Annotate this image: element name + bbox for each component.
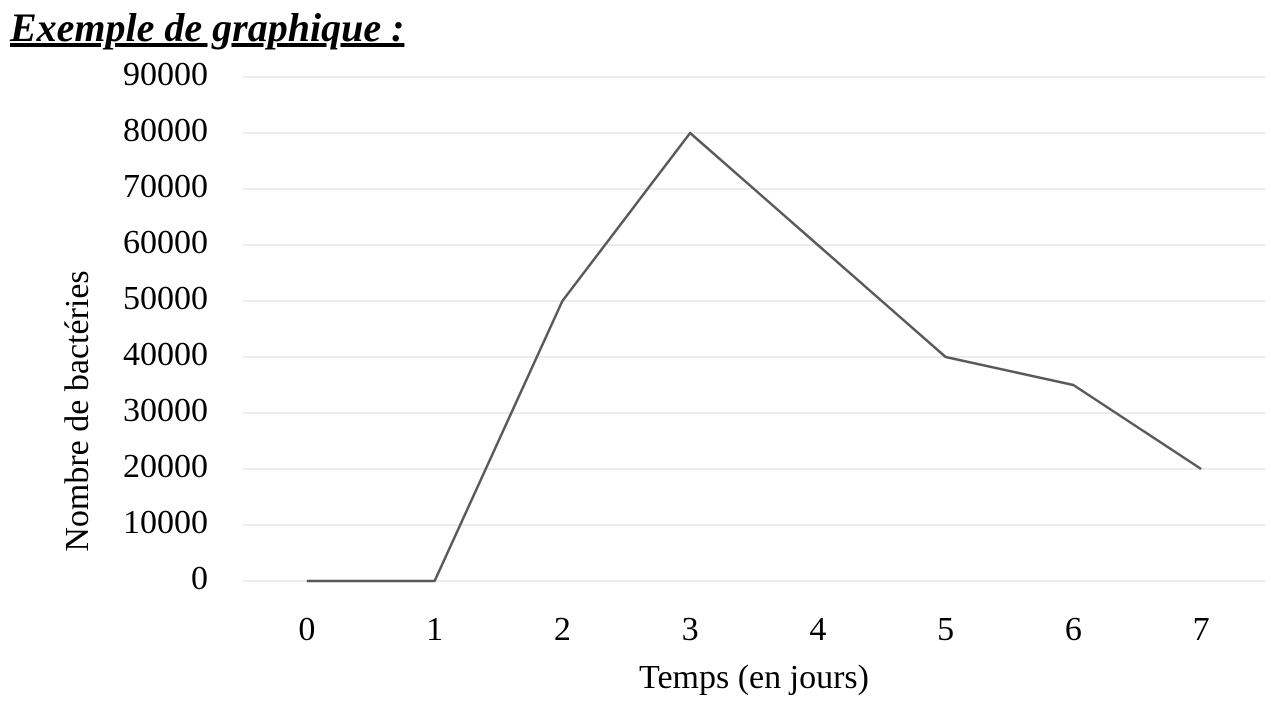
x-tick-label: 4 (809, 611, 826, 648)
y-tick-label: 60000 (123, 224, 208, 261)
y-axis-title: Nombre de bactéries (59, 270, 96, 551)
y-tick-label: 10000 (123, 504, 208, 541)
chart-title: Exemple de graphique : (10, 5, 405, 50)
x-tick-label: 6 (1065, 611, 1082, 648)
y-tick-label: 40000 (123, 336, 208, 373)
data-line (306, 131, 1202, 583)
x-tick-label: 5 (937, 611, 954, 648)
x-tick-label: 2 (554, 611, 571, 648)
x-axis-title: Temps (en jours) (639, 659, 869, 696)
y-tick-label: 30000 (123, 392, 208, 429)
x-tick-label: 1 (426, 611, 443, 648)
x-tick-label: 7 (1193, 611, 1210, 648)
x-tick-label: 3 (682, 611, 699, 648)
y-tick-label: 90000 (123, 56, 208, 93)
y-tick-label: 50000 (123, 280, 208, 317)
y-tick-label: 0 (191, 560, 208, 597)
y-tick-label: 70000 (123, 168, 208, 205)
x-tick-label: 0 (298, 611, 315, 648)
y-tick-label: 20000 (123, 448, 208, 485)
y-tick-label: 80000 (123, 112, 208, 149)
